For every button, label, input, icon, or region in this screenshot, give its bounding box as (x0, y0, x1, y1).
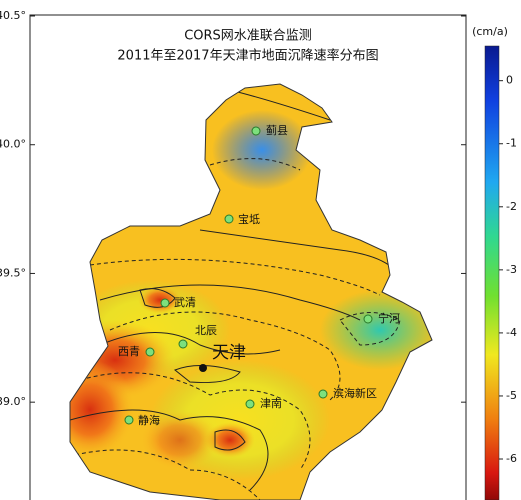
colorbar-tick-label: -5 (506, 389, 517, 402)
colorbar-tick-label: -3 (506, 263, 517, 276)
place-label: 津南 (260, 397, 282, 410)
station-marker (318, 389, 328, 399)
lat-tick-label: 40.0° (0, 138, 26, 151)
station-marker (224, 214, 234, 224)
colorbar-unit: (cm/a) (472, 25, 508, 38)
colorbar-tick-label: -2 (506, 200, 517, 213)
place-label: 北辰 (195, 324, 217, 337)
city-marker (199, 364, 207, 372)
lat-tick-label: 39.0° (0, 395, 26, 408)
lat-tick-label: 40.5° (0, 9, 26, 22)
place-label: 宝坻 (238, 212, 260, 226)
title-line: CORS网水准联合监测 (184, 29, 312, 44)
place-label: 滨海新区 (333, 386, 377, 400)
colorbar-tick-label: 0 (506, 74, 513, 87)
place-label: 蓟县 (266, 124, 288, 137)
station-marker (251, 126, 261, 136)
lat-tick-label: 39.5° (0, 266, 26, 279)
station-marker (124, 415, 134, 425)
station-marker (363, 314, 373, 324)
colorbar (484, 45, 500, 500)
station-marker (178, 339, 188, 349)
place-label: 宁河 (378, 311, 400, 325)
station-marker (245, 399, 255, 409)
colorbar-tick-label: -1 (506, 137, 517, 150)
station-marker (145, 347, 155, 357)
station-marker (160, 298, 170, 308)
place-label: 天津 (212, 343, 246, 363)
place-label: 西青 (118, 345, 140, 358)
place-label: 武清 (174, 296, 196, 309)
colorbar-tick-label: -6 (506, 452, 517, 465)
colorbar-tick-label: -4 (506, 326, 517, 339)
title-line: 2011年至2017年天津市地面沉降速率分布图 (117, 48, 378, 64)
place-label: 静海 (138, 413, 160, 427)
